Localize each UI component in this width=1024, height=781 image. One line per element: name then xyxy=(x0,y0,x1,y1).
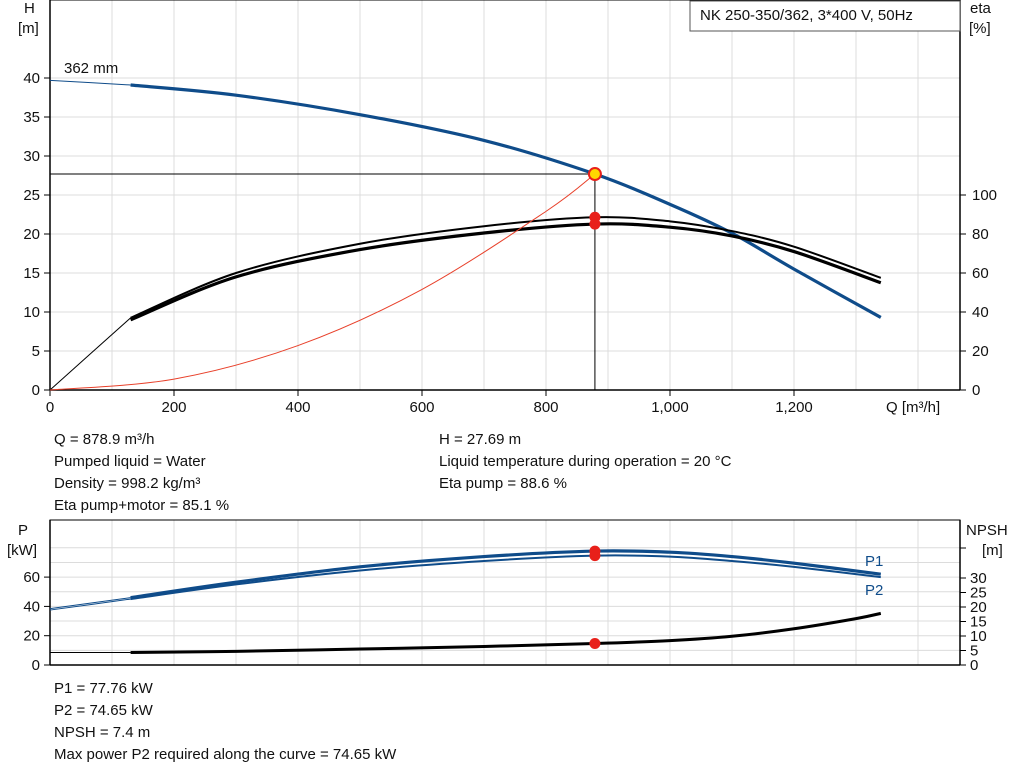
p-tick-label: 60 xyxy=(23,569,40,586)
h-tick-label: 30 xyxy=(23,148,40,165)
h-tick-label: 15 xyxy=(23,265,40,282)
bottom-grid xyxy=(50,520,960,665)
eta-tick-label: 20 xyxy=(972,343,989,360)
info-eta-pump-motor: Eta pump+motor = 85.1 % xyxy=(54,497,230,514)
npsh-tick-label: 30 xyxy=(970,570,987,587)
eta-pump-curve-extrapolated xyxy=(49,317,131,391)
chart-title-box xyxy=(689,0,961,32)
system-curve xyxy=(49,173,596,391)
p1-curve-extrapolated xyxy=(49,597,131,610)
info-npsh: NPSH = 7.4 m xyxy=(54,724,151,741)
x-tick-label: 400 xyxy=(285,399,310,416)
npsh-tick-label: 25 xyxy=(970,585,987,602)
eta-pump-curve xyxy=(130,216,882,319)
info-temperature: Liquid temperature during operation = 20… xyxy=(439,453,732,470)
x-tick-label: 1,200 xyxy=(775,399,813,416)
p-tick-label: 40 xyxy=(23,598,40,615)
h-tick-label: 10 xyxy=(23,304,40,321)
bottom-y-left-label-name: P xyxy=(18,522,28,539)
eta-pump-motor-marker xyxy=(589,218,601,230)
npsh-curve xyxy=(130,611,882,655)
y-left-label-name: H xyxy=(24,0,35,17)
duty-point-marker xyxy=(587,167,602,182)
bottom-plot-frame xyxy=(49,519,961,666)
p1-curve xyxy=(130,549,882,600)
h-tick-label: 20 xyxy=(23,226,40,243)
chart-title: NK 250-350/362, 3*400 V, 50Hz xyxy=(700,7,913,24)
info-eta-pump: Eta pump = 88.6 % xyxy=(439,475,567,492)
npsh-tick-label: 0 xyxy=(970,657,978,674)
bottom-y-right-label-name: NPSH xyxy=(966,522,1008,539)
eta-tick-label: 0 xyxy=(972,382,980,399)
x-tick-label: 1,000 xyxy=(651,399,689,416)
p2-curve xyxy=(130,554,881,601)
p2-marker xyxy=(589,550,601,562)
chart-curves xyxy=(49,79,882,655)
x-tick-label: 0 xyxy=(46,399,54,416)
x-tick-label: 200 xyxy=(161,399,186,416)
info-density: Density = 998.2 kg/m³ xyxy=(54,475,201,492)
npsh-marker xyxy=(589,638,601,650)
bottom-y-right-label-unit: [m] xyxy=(982,542,1003,559)
info-liquid: Pumped liquid = Water xyxy=(54,453,206,470)
p-tick-label: 0 xyxy=(32,657,40,674)
npsh-tick-label: 20 xyxy=(970,599,987,616)
npsh-tick-label: 10 xyxy=(970,628,987,645)
top-grid xyxy=(50,0,960,390)
eta-tick-label: 80 xyxy=(972,226,989,243)
h-tick-label: 40 xyxy=(23,70,40,87)
h-tick-label: 5 xyxy=(32,343,40,360)
series-label-p1: P1 xyxy=(865,553,883,570)
h-tick-label: 35 xyxy=(23,109,40,126)
y-left-label-unit: [m] xyxy=(18,20,39,37)
info-q: Q = 878.9 m³/h xyxy=(54,431,155,448)
top-axis-labels: H [m] eta [%] Q [m³/h] 362 mm P [kW] NPS… xyxy=(7,0,1008,559)
x-tick-label: 800 xyxy=(533,399,558,416)
head-curve-extrapolated xyxy=(49,79,131,86)
eta-tick-label: 60 xyxy=(972,265,989,282)
info-p2: P2 = 74.65 kW xyxy=(54,702,153,719)
eta-tick-label: 40 xyxy=(972,304,989,321)
x-axis-label: Q [m³/h] xyxy=(886,399,940,416)
head-curve xyxy=(130,83,882,319)
y-right-label-unit: [%] xyxy=(969,20,991,37)
info-max-power: Max power P2 required along the curve = … xyxy=(54,746,397,763)
p-tick-label: 20 xyxy=(23,628,40,645)
eta-pump-motor-curve xyxy=(129,222,882,322)
npsh-tick-label: 15 xyxy=(970,614,987,631)
series-label-p2: P2 xyxy=(865,582,883,599)
axis-ticks: 0 200 400 600 800 1,000 1,20005101520253035400… xyxy=(23,70,997,674)
h-tick-label: 25 xyxy=(23,187,40,204)
p2-curve-extrapolated xyxy=(49,598,131,611)
curve-diameter-label: 362 mm xyxy=(64,60,118,77)
info-p1: P1 = 77.76 kW xyxy=(54,680,153,697)
info-h: H = 27.69 m xyxy=(439,431,522,448)
x-tick-label: 600 xyxy=(409,399,434,416)
npsh-tick-label: 5 xyxy=(970,643,978,660)
bottom-y-left-label-unit: [kW] xyxy=(7,542,37,559)
h-tick-label: 0 xyxy=(32,382,40,399)
y-right-label-name: eta xyxy=(970,0,992,17)
eta-tick-label: 100 xyxy=(972,187,997,204)
